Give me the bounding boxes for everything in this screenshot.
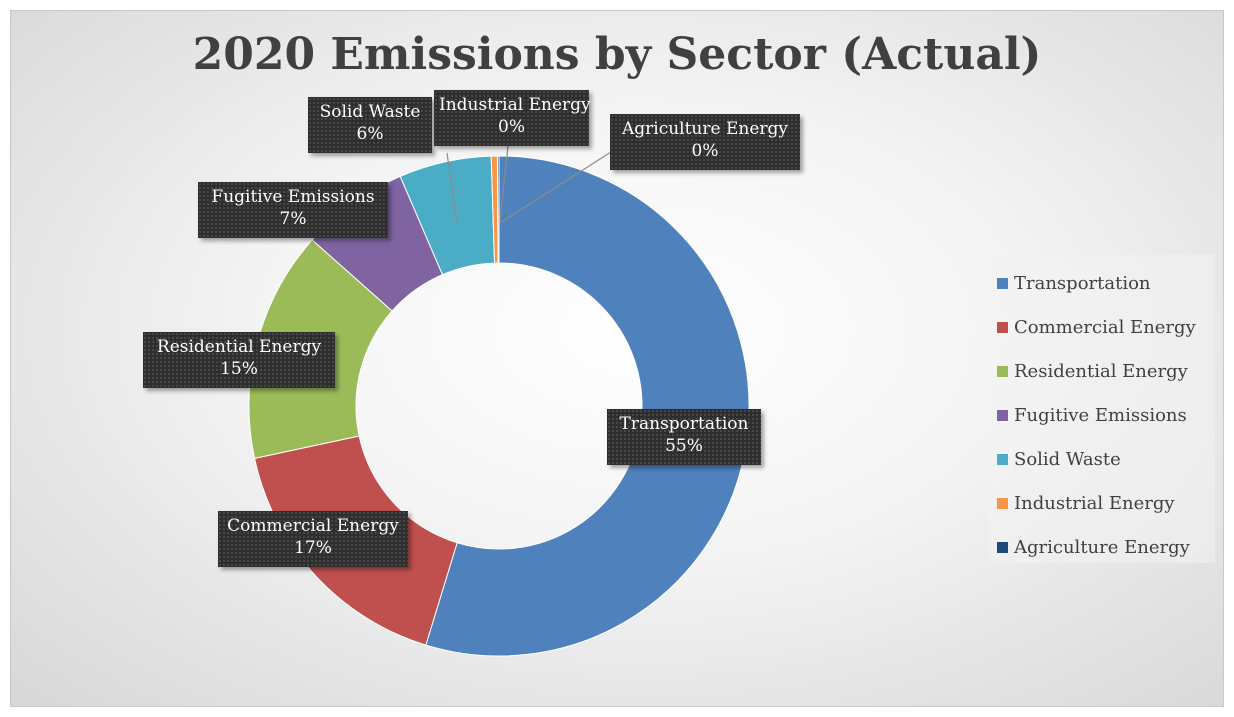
legend: Transportation Commercial Energy Residenti…	[989, 255, 1215, 563]
data-label-name: Transportation	[619, 414, 749, 434]
leader-line-industrial-energy	[499, 145, 509, 222]
data-label-name: Industrial Energy	[439, 95, 591, 115]
legend-item-commercial-energy: Commercial Energy	[997, 305, 1215, 349]
legend-label: Solid Waste	[1014, 448, 1121, 470]
legend-swatch	[997, 321, 1008, 333]
legend-item-solid-waste: Solid Waste	[997, 437, 1215, 481]
legend-label: Commercial Energy	[1014, 316, 1196, 338]
data-label-fugitive-emissions: Fugitive Emissions 7%	[198, 182, 388, 238]
slice-transportation	[425, 155, 750, 657]
legend-item-fugitive-emissions: Fugitive Emissions	[997, 393, 1215, 437]
data-label-value: 0%	[691, 141, 719, 161]
data-label-name: Commercial Energy	[227, 516, 399, 536]
data-label-transportation: Transportation 55%	[607, 409, 761, 465]
chart-title: 2020 Emissions by Sector (Actual)	[192, 29, 1042, 80]
legend-label: Industrial Energy	[1014, 492, 1175, 514]
legend-item-industrial-energy: Industrial Energy	[997, 481, 1215, 525]
legend-label: Agriculture Energy	[1014, 536, 1190, 558]
chart-area: 2020 Emissions by Sector (Actual) Transp…	[10, 10, 1224, 707]
data-label-value: 15%	[220, 359, 258, 379]
slice-agriculture-energy	[496, 155, 500, 264]
data-label-value: 7%	[279, 209, 307, 229]
data-label-residential-energy: Residential Energy 15%	[143, 332, 335, 388]
data-label-name: Fugitive Emissions	[211, 187, 375, 207]
legend-swatch	[997, 453, 1008, 465]
data-label-name: Solid Waste	[319, 102, 421, 122]
legend-swatch	[997, 365, 1008, 377]
data-label-value: 55%	[665, 436, 703, 456]
legend-swatch	[997, 541, 1008, 553]
legend-label: Transportation	[1014, 272, 1151, 294]
data-label-commercial-energy: Commercial Energy 17%	[218, 511, 408, 567]
legend-item-residential-energy: Residential Energy	[997, 349, 1215, 393]
legend-item-agriculture-energy: Agriculture Energy	[997, 525, 1215, 569]
legend-label: Fugitive Emissions	[1014, 404, 1187, 426]
leader-line-solid-waste	[446, 152, 458, 224]
data-label-name: Residential Energy	[156, 337, 322, 357]
data-label-industrial-energy: Industrial Energy 0%	[434, 90, 591, 146]
leader-line-agriculture-energy	[499, 151, 612, 224]
data-label-name: Agriculture Energy	[621, 119, 789, 139]
data-label-solid-waste: Solid Waste 6%	[308, 97, 432, 153]
legend-label: Residential Energy	[1014, 360, 1188, 382]
data-label-value: 0%	[498, 117, 525, 137]
legend-swatch	[997, 277, 1008, 289]
data-label-value: 6%	[356, 124, 384, 144]
legend-item-transportation: Transportation	[997, 261, 1215, 305]
data-label-agriculture-energy: Agriculture Energy 0%	[610, 114, 800, 170]
legend-swatch	[997, 497, 1008, 509]
data-label-value: 17%	[294, 538, 332, 558]
legend-swatch	[997, 409, 1008, 421]
